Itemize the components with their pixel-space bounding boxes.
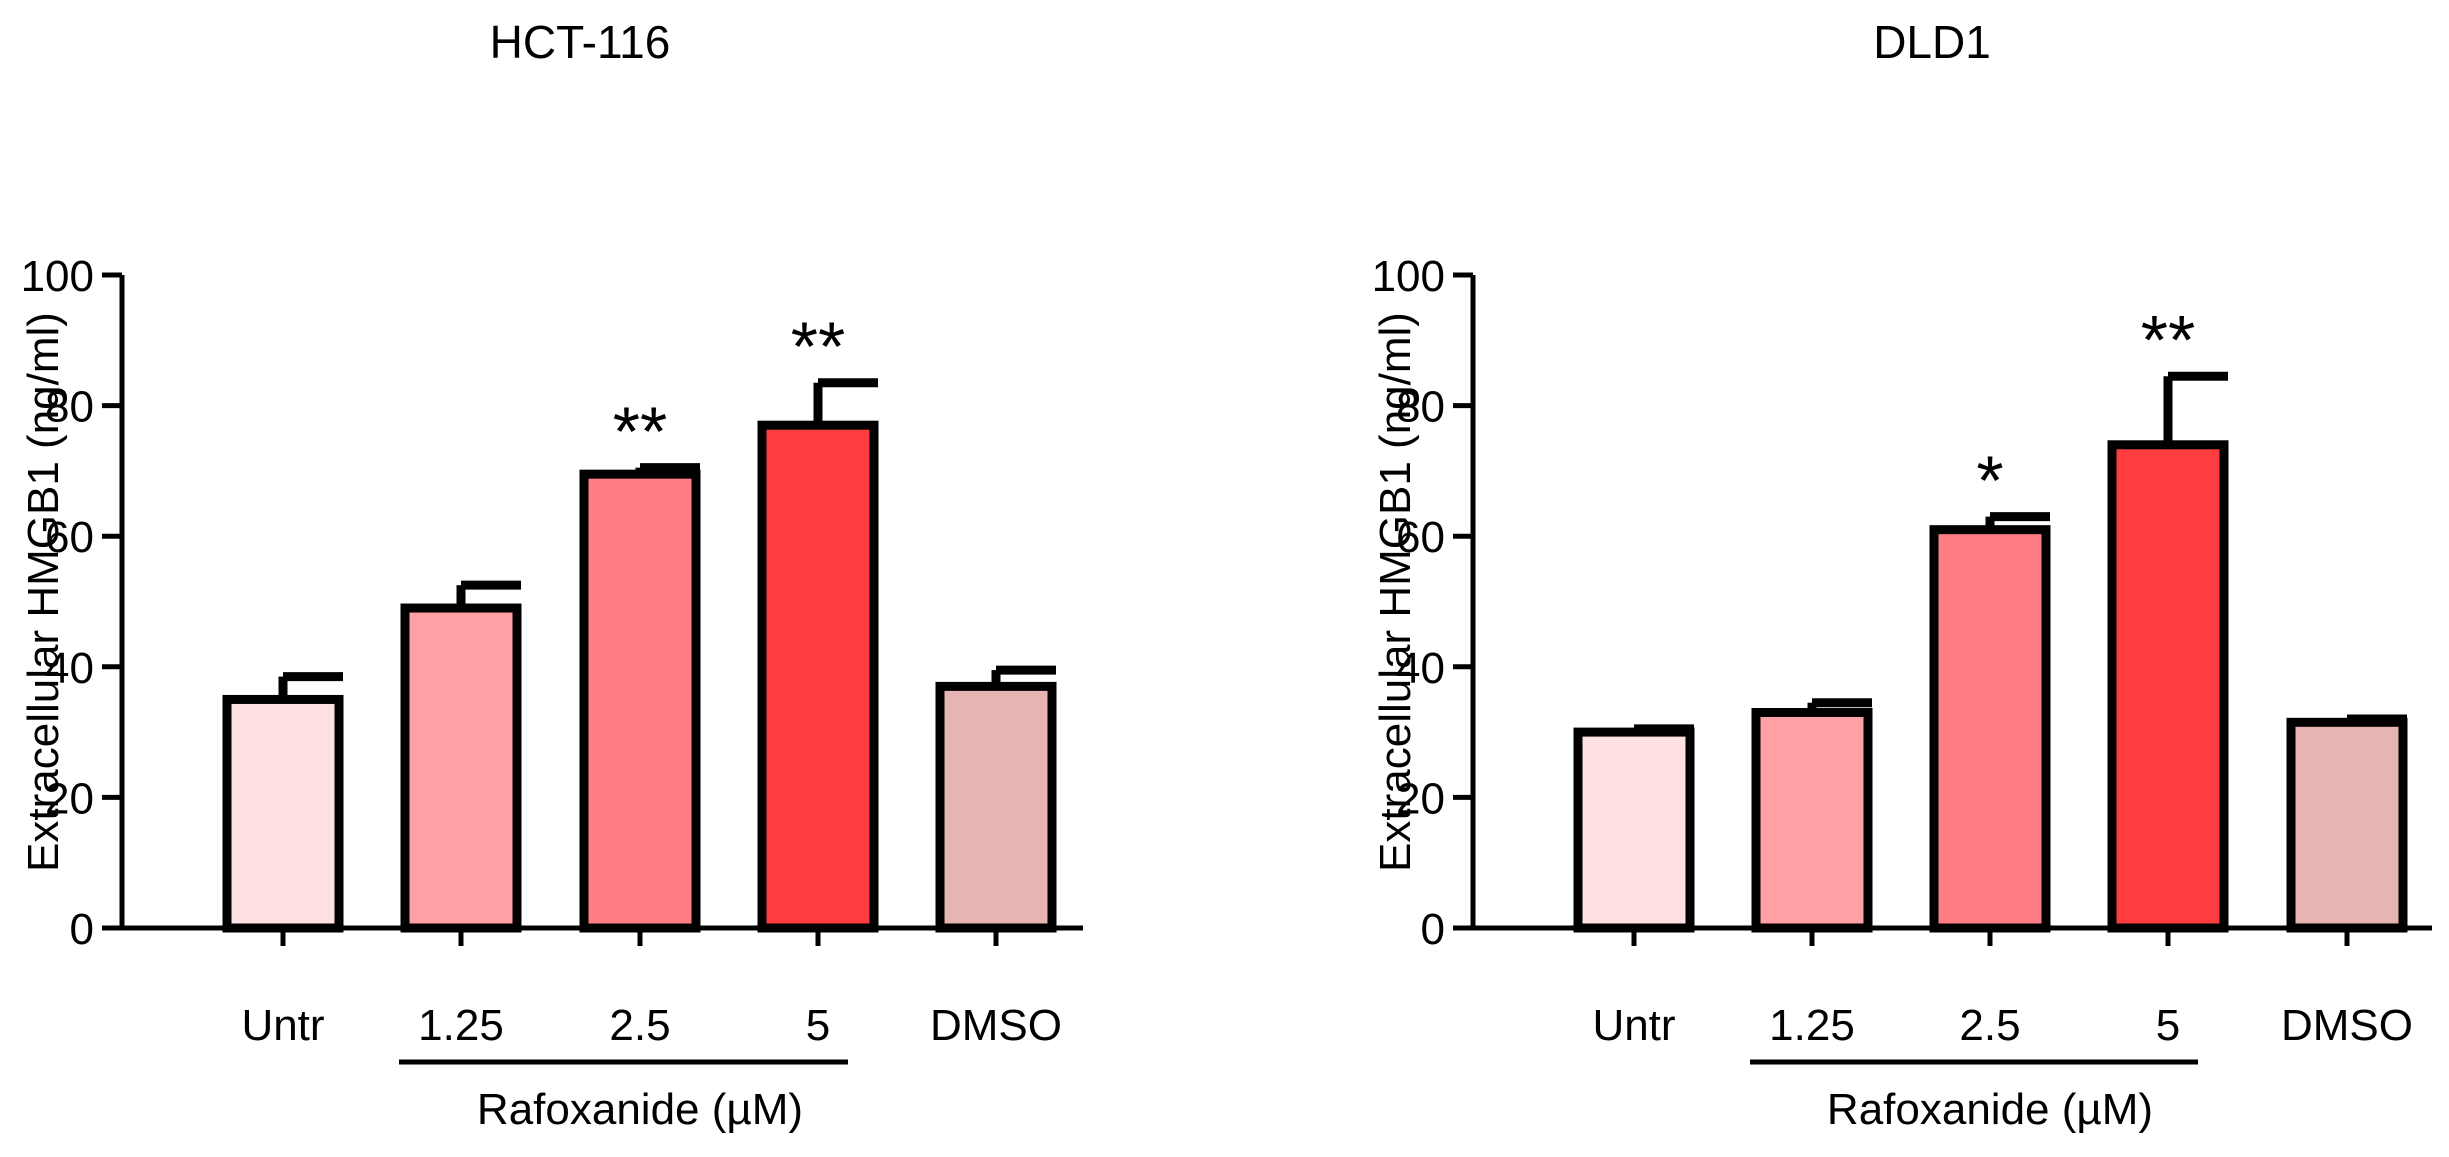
y-tick-label: 0	[70, 905, 94, 954]
x-tick-label: DMSO	[930, 1001, 1062, 1050]
x-tick-label: 1.25	[1769, 1001, 1855, 1050]
bar	[222, 694, 344, 933]
bar	[935, 681, 1057, 933]
x-tick-label: 5	[806, 1001, 830, 1050]
y-tick-label: 100	[1372, 252, 1445, 301]
y-tick-label: 60	[45, 513, 94, 562]
chart-title: HCT-116	[490, 16, 671, 68]
x-tick-label: Untr	[1592, 1001, 1675, 1050]
x-tick-label: 2.5	[1959, 1001, 2020, 1050]
bar	[1573, 727, 1695, 933]
bar	[2286, 717, 2408, 933]
significance-marker: **	[613, 393, 667, 471]
bar	[757, 420, 879, 933]
y-tick-label: 20	[45, 774, 94, 823]
y-tick-label: 20	[1396, 774, 1445, 823]
bar	[2107, 440, 2229, 933]
chart-title: DLD1	[1873, 16, 1991, 68]
chart-panel-hct116: HCT-116 Extracellular HMGB1 (ng/ml) Rafo…	[19, 16, 1083, 1134]
y-tick-label: 60	[1396, 513, 1445, 562]
x-tick-label: 2.5	[609, 1001, 670, 1050]
group-label: Rafoxanide (µM)	[477, 1085, 803, 1134]
y-axis-label: Extracellular HMGB1 (ng/ml)	[19, 312, 68, 872]
significance-marker: **	[2141, 301, 2195, 379]
x-tick-label: Untr	[241, 1001, 324, 1050]
y-tick-label: 40	[45, 644, 94, 693]
x-tick-label: 5	[2156, 1001, 2180, 1050]
y-tick-label: 0	[1421, 905, 1445, 954]
bar	[1929, 525, 2051, 933]
y-tick-label: 80	[45, 383, 94, 432]
bar	[579, 469, 701, 933]
chart-panel-dld1: DLD1 Extracellular HMGB1 (ng/ml) Rafoxan…	[1371, 16, 2432, 1134]
bar	[400, 603, 522, 933]
y-tick-label: 80	[1396, 383, 1445, 432]
significance-marker: *	[1976, 442, 2003, 520]
x-tick-label: DMSO	[2281, 1001, 2413, 1050]
x-tick-label: 1.25	[418, 1001, 504, 1050]
group-label: Rafoxanide (µM)	[1827, 1085, 2153, 1134]
y-tick-label: 40	[1396, 644, 1445, 693]
significance-marker: **	[791, 308, 845, 386]
bar	[1751, 708, 1873, 933]
y-tick-label: 100	[21, 252, 94, 301]
y-axis-label: Extracellular HMGB1 (ng/ml)	[1371, 312, 1420, 872]
